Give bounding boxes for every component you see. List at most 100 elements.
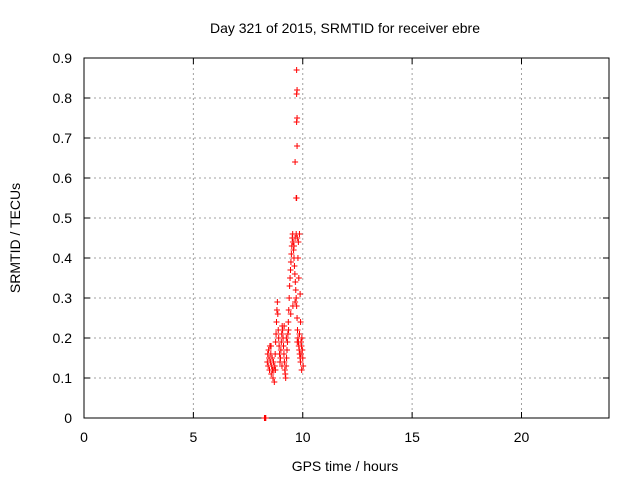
data-point xyxy=(298,351,304,357)
data-point xyxy=(284,339,291,345)
data-point xyxy=(294,327,301,333)
data-point xyxy=(288,251,295,257)
data-point xyxy=(294,143,301,149)
y-tick-labels: 0 0.1 0.2 0.3 0.4 0.5 0.6 0.7 0.8 0.9 xyxy=(53,50,73,426)
data-point xyxy=(278,339,285,345)
y-tick-label: 0.2 xyxy=(53,330,73,346)
x-tick-label: 0 xyxy=(80,429,88,445)
data-point xyxy=(280,351,287,357)
data-point xyxy=(294,315,301,321)
y-tick-label: 0.1 xyxy=(53,370,73,386)
data-point xyxy=(287,267,294,273)
data-point xyxy=(299,347,306,353)
data-point xyxy=(285,307,292,313)
data-point xyxy=(292,279,299,285)
data-point xyxy=(287,311,294,317)
y-tick-label: 0.4 xyxy=(53,250,73,266)
data-point xyxy=(265,347,272,353)
data-point xyxy=(277,347,284,353)
y-axis-label: SRMTID / TECUs xyxy=(7,183,23,293)
data-point xyxy=(292,287,299,293)
data-point xyxy=(292,159,299,165)
y-tick-label: 0.9 xyxy=(53,50,73,66)
data-points xyxy=(261,67,307,421)
data-point xyxy=(278,363,285,369)
data-point xyxy=(295,275,302,281)
data-point xyxy=(273,331,280,337)
x-tick-label: 10 xyxy=(295,429,311,445)
data-point xyxy=(268,371,275,377)
x-tick-labels: 0 5 10 15 20 xyxy=(80,429,529,445)
data-point xyxy=(295,239,302,245)
data-point xyxy=(293,195,300,201)
x-tick-label: 20 xyxy=(514,429,530,445)
data-point xyxy=(294,255,301,261)
data-point xyxy=(269,355,276,361)
data-point xyxy=(271,363,278,369)
data-point xyxy=(298,339,304,345)
data-point xyxy=(298,335,305,341)
data-point xyxy=(284,347,290,353)
data-point xyxy=(281,323,288,329)
data-point xyxy=(278,331,285,337)
plot-frame xyxy=(83,57,610,419)
data-point xyxy=(270,375,276,381)
data-point xyxy=(273,319,280,325)
data-point xyxy=(282,375,289,381)
data-point xyxy=(287,275,294,281)
data-point xyxy=(286,295,293,301)
data-point xyxy=(297,291,304,297)
data-point xyxy=(279,327,286,333)
data-point xyxy=(281,359,288,365)
data-point xyxy=(273,307,280,313)
y-tick-label: 0.3 xyxy=(53,290,73,306)
y-tick-label: 0.8 xyxy=(53,90,73,106)
data-point xyxy=(262,415,269,421)
data-point xyxy=(274,299,281,305)
y-tick-label: 0.5 xyxy=(53,210,73,226)
data-point xyxy=(284,331,291,337)
data-point xyxy=(272,367,279,373)
data-point xyxy=(280,343,287,349)
data-point xyxy=(296,231,303,237)
data-point xyxy=(296,331,303,337)
data-point xyxy=(270,359,277,365)
data-point xyxy=(289,239,296,245)
data-point xyxy=(291,271,298,277)
data-point xyxy=(271,379,278,385)
data-point xyxy=(283,335,290,341)
data-point xyxy=(294,115,301,121)
data-point xyxy=(292,299,299,305)
data-point xyxy=(285,319,292,325)
chart-title: Day 321 of 2015, SRMTID for receiver ebr… xyxy=(210,20,480,36)
data-point xyxy=(283,355,290,361)
data-point xyxy=(285,327,292,333)
x-tick-label: 15 xyxy=(404,429,420,445)
data-point xyxy=(291,243,297,249)
grid xyxy=(84,57,609,418)
data-point xyxy=(289,303,296,309)
data-point xyxy=(291,263,298,269)
data-point xyxy=(298,367,305,373)
data-point xyxy=(297,359,304,365)
data-point xyxy=(299,355,306,361)
data-point xyxy=(293,295,300,301)
y-tick-label: 0.6 xyxy=(53,170,73,186)
data-point xyxy=(294,87,301,93)
x-axis-label: GPS time / hours xyxy=(292,458,399,474)
y-tick-label: 0.7 xyxy=(53,130,73,146)
data-point xyxy=(277,355,284,361)
y-tick-label: 0 xyxy=(64,410,72,426)
data-point xyxy=(286,283,293,289)
data-point xyxy=(274,311,281,317)
data-point xyxy=(268,343,275,349)
axis-ticks xyxy=(83,57,609,419)
data-point xyxy=(293,67,300,73)
x-tick-label: 5 xyxy=(189,429,197,445)
data-point xyxy=(300,363,307,369)
data-point xyxy=(294,235,301,241)
data-point xyxy=(297,319,304,325)
data-point xyxy=(272,339,279,345)
data-point xyxy=(287,259,294,265)
